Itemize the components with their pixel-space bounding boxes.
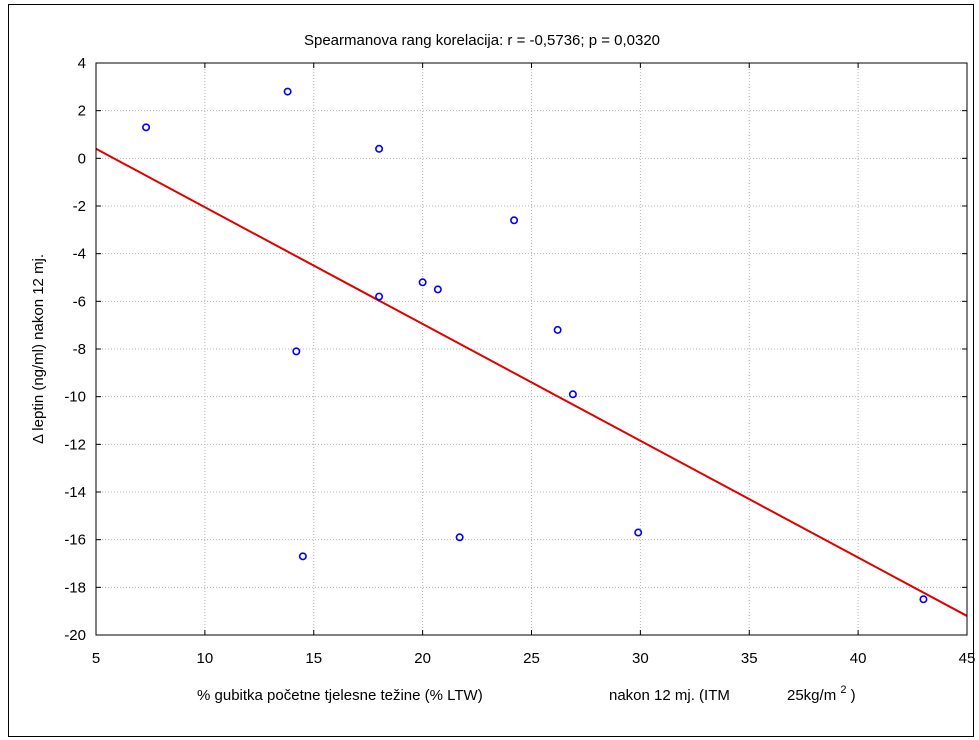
data-point bbox=[919, 595, 928, 604]
data-point bbox=[634, 528, 643, 537]
x-axis-title-superscript: 2 bbox=[840, 684, 846, 696]
y-axis-ticks: 4 2 0 -2 -4 -6 -8 -10 -12 -14 -16 -18 -20 bbox=[64, 55, 967, 644]
grid-lines bbox=[96, 63, 967, 635]
chart-title: Spearmanova rang korelacija: r = -0,5736… bbox=[304, 32, 660, 49]
data-point bbox=[510, 216, 519, 225]
y-tick-label: -10 bbox=[64, 389, 86, 406]
regression-line bbox=[95, 147, 968, 617]
y-tick-label: 4 bbox=[78, 55, 86, 72]
y-tick-label: 2 bbox=[78, 103, 86, 120]
x-tick-label: 40 bbox=[850, 650, 867, 667]
x-tick-label: 25 bbox=[523, 650, 540, 667]
data-point bbox=[568, 390, 577, 399]
y-tick-label: -4 bbox=[73, 246, 86, 263]
data-points bbox=[142, 87, 928, 604]
y-tick-label: 0 bbox=[78, 150, 86, 167]
data-point bbox=[433, 285, 442, 294]
data-point bbox=[418, 278, 427, 287]
x-axis-title: % gubitka početne tjelesne težine (% LTW… bbox=[197, 680, 856, 704]
x-tick-label: 5 bbox=[92, 650, 100, 667]
data-point bbox=[375, 292, 384, 301]
x-axis-title-main: % gubitka početne tjelesne težine (% LTW… bbox=[197, 687, 483, 704]
data-point bbox=[142, 123, 151, 132]
data-point bbox=[298, 552, 307, 561]
x-axis-title-unit: 25kg/m bbox=[787, 687, 836, 704]
data-point bbox=[292, 347, 301, 356]
chart-frame bbox=[8, 4, 974, 737]
data-point bbox=[553, 325, 562, 334]
x-axis-title-close: ) bbox=[851, 687, 856, 704]
x-tick-label: 35 bbox=[741, 650, 758, 667]
regression-line-group bbox=[95, 147, 968, 617]
x-axis-title-suffix: nakon 12 mj. (ITM bbox=[609, 687, 730, 704]
y-tick-label: -20 bbox=[64, 627, 86, 644]
y-tick-label: -14 bbox=[64, 484, 86, 501]
data-point bbox=[375, 144, 384, 153]
x-tick-label: 15 bbox=[305, 650, 322, 667]
x-tick-label: 30 bbox=[632, 650, 649, 667]
x-tick-label: 10 bbox=[197, 650, 214, 667]
x-tick-label: 45 bbox=[959, 650, 976, 667]
y-axis-title: Δ leptin (ng/ml) nakon 12 mj. bbox=[30, 254, 47, 444]
y-tick-label: -6 bbox=[73, 293, 86, 310]
y-tick-label: -16 bbox=[64, 532, 86, 549]
x-axis-ticks: 5 10 15 20 25 30 35 40 45 bbox=[92, 63, 976, 667]
y-tick-label: -2 bbox=[73, 198, 86, 215]
y-tick-label: -12 bbox=[64, 436, 86, 453]
x-tick-label: 20 bbox=[414, 650, 431, 667]
y-tick-label: -8 bbox=[73, 341, 86, 358]
data-point bbox=[283, 87, 292, 96]
data-point bbox=[455, 533, 464, 542]
y-tick-label: -18 bbox=[64, 579, 86, 596]
